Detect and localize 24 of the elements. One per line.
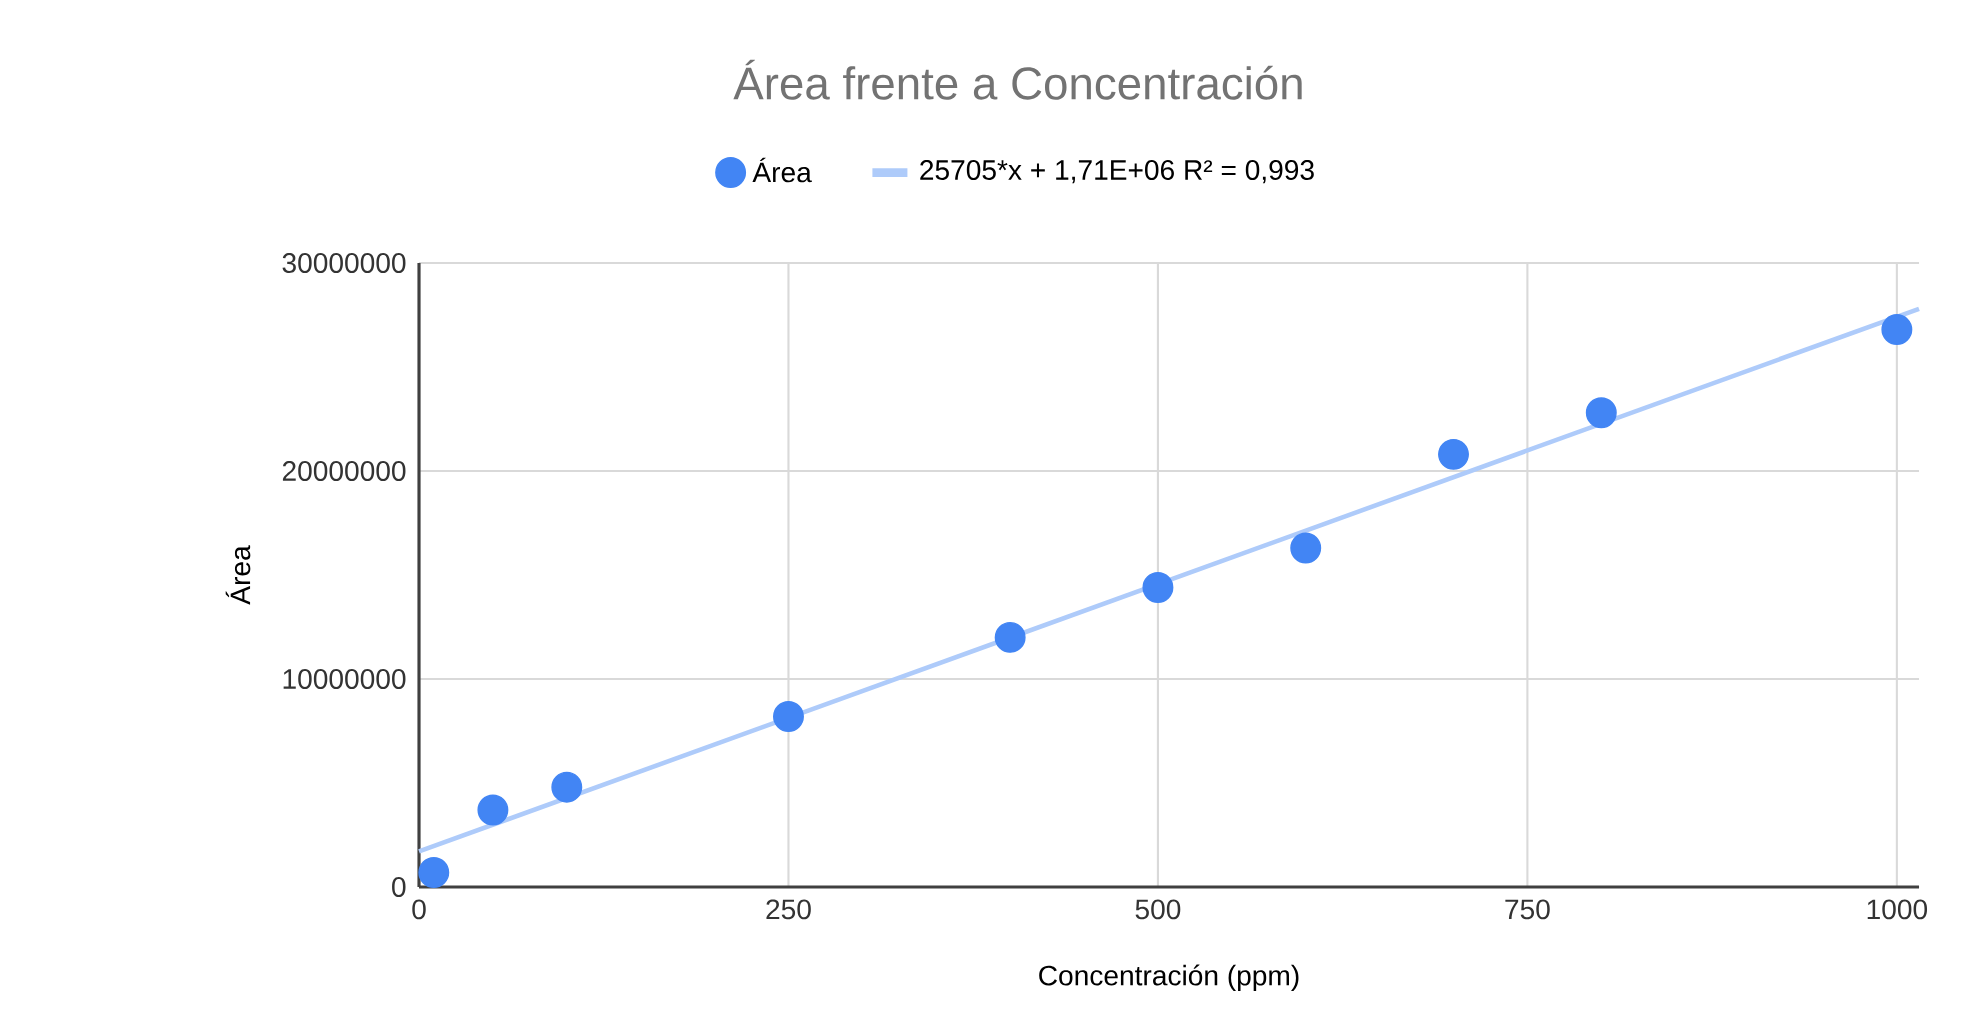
chart-title: Área frente a Concentración bbox=[733, 59, 1302, 100]
x-tick-label: 500 bbox=[1135, 899, 1181, 920]
x-tick-label: 1000 bbox=[1867, 899, 1928, 920]
point bbox=[477, 794, 509, 826]
y-axis-title: Área bbox=[225, 545, 251, 605]
x-axis-title: Concentración (ppm) bbox=[1039, 964, 1299, 992]
point bbox=[1585, 397, 1617, 429]
y-tick-label: 30000000 bbox=[282, 253, 406, 273]
point bbox=[418, 856, 450, 888]
legend-label: 25705*x + 1,71E+06 R² = 0,993 bbox=[920, 160, 1314, 184]
y-tick-label: 0 bbox=[392, 877, 406, 897]
point bbox=[551, 771, 583, 803]
x-tick-label: 750 bbox=[1505, 899, 1550, 920]
point bbox=[773, 700, 804, 732]
point bbox=[1290, 532, 1322, 564]
x-tick-label: 0 bbox=[412, 899, 426, 920]
y-tick-label: 10000000 bbox=[283, 669, 406, 689]
y-tick-label: 20000000 bbox=[282, 461, 406, 481]
point bbox=[994, 621, 1026, 653]
legend-label: Área bbox=[752, 157, 812, 183]
x-tick-label: 250 bbox=[766, 899, 811, 920]
point bbox=[1881, 314, 1913, 346]
point bbox=[1438, 438, 1469, 470]
point bbox=[1142, 572, 1174, 603]
